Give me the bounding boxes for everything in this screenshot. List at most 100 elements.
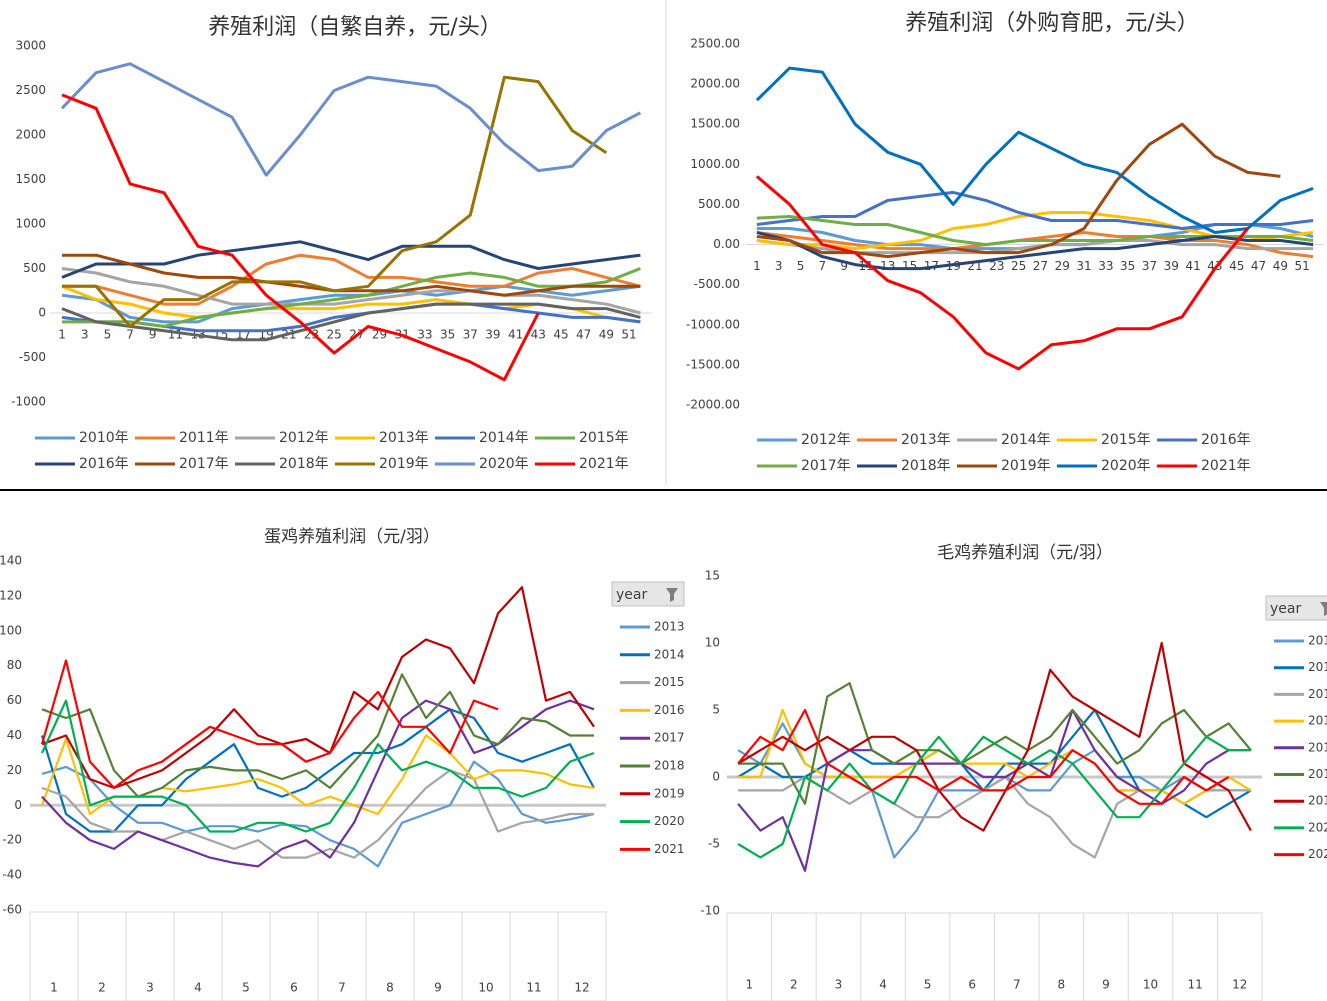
x-tick-label: 41: [508, 328, 523, 342]
series-line: [60, 62, 642, 177]
series-line: [737, 641, 1252, 832]
y-tick-label: -500.00: [694, 277, 740, 291]
y-tick-label: 1000: [15, 217, 46, 231]
y-tick-label: 1000.00: [690, 157, 740, 171]
y-tick-label: -20: [2, 833, 22, 847]
x-tick-label: 2: [98, 981, 106, 995]
legend-label: 2020: [1308, 820, 1327, 834]
y-tick-label: 1500: [15, 172, 46, 186]
x-tick-label: 6: [290, 981, 298, 995]
y-tick-label: 100: [0, 623, 22, 637]
x-tick-label: 41: [1185, 259, 1200, 273]
legend-label: 2019: [1308, 794, 1327, 808]
series-line: [62, 75, 608, 328]
series-line: [41, 760, 595, 868]
x-tick-label: 47: [1251, 259, 1266, 273]
series-line: [41, 673, 594, 798]
x-tick-label: 15: [902, 259, 917, 273]
legend-label: 2014: [1308, 660, 1327, 674]
x-tick-label: 12: [574, 981, 589, 995]
x-tick-label: 6: [968, 978, 976, 992]
y-tick-label: 500.00: [698, 197, 740, 211]
legend-label: 2015: [654, 675, 685, 689]
legend-title: year: [1270, 601, 1301, 617]
x-tick-label: 33: [417, 328, 432, 342]
x-tick-label: 9: [1102, 978, 1110, 992]
series-line: [61, 240, 641, 279]
series-line: [755, 66, 1314, 234]
legend-label: 2019年: [1001, 458, 1051, 474]
series-line: [62, 253, 641, 297]
x-tick-label: 10: [1143, 978, 1158, 992]
y-tick-label: 2000: [15, 128, 46, 142]
legend-label: 2016年: [1201, 432, 1251, 448]
y-tick-label: -40: [2, 868, 22, 882]
x-tick-label: 45: [1229, 259, 1244, 273]
legend-label: 2018年: [901, 458, 951, 474]
filter-icon: [666, 588, 678, 602]
legend-label: 2018: [1308, 767, 1327, 781]
x-tick-label: 5: [104, 328, 112, 342]
x-tick-label: 45: [553, 328, 568, 342]
x-tick-label: 1: [50, 981, 58, 995]
legend-label: 2020: [654, 814, 685, 828]
y-tick-label: -60: [2, 903, 22, 917]
x-tick-label: 27: [1033, 259, 1048, 273]
x-tick-label: 11: [1187, 978, 1202, 992]
y-tick-label: 10: [705, 636, 720, 650]
legend-label: 2014年: [1001, 432, 1051, 448]
x-tick-label: 47: [576, 328, 591, 342]
legend-label: 2010年: [79, 430, 129, 446]
y-tick-label: 60: [7, 693, 22, 707]
chart-title: 蛋鸡养殖利润（元/羽）: [264, 527, 440, 547]
y-tick-label: 15: [705, 569, 720, 583]
x-tick-label: 49: [599, 328, 614, 342]
x-tick-label: 4: [879, 978, 887, 992]
legend-label: 2012年: [279, 430, 329, 446]
series-line: [40, 734, 595, 816]
legend-label: 2012年: [801, 432, 851, 448]
x-tick-label: 35: [440, 328, 455, 342]
x-tick-label: 37: [1142, 259, 1157, 273]
x-tick-label: 1: [753, 259, 761, 273]
x-tick-label: 13: [880, 259, 895, 273]
x-tick-label: 25: [1011, 259, 1026, 273]
legend-label: 2015年: [1101, 432, 1151, 448]
x-tick-label: 31: [1076, 259, 1091, 273]
series-line: [737, 708, 1230, 805]
legend-label: 2017: [654, 731, 685, 745]
y-tick-label: -5: [708, 837, 720, 851]
y-tick-label: 1500.00: [690, 117, 740, 131]
y-tick-label: 0.00: [713, 237, 740, 251]
y-tick-label: 40: [7, 728, 22, 742]
legend-label: 2014年: [479, 430, 529, 446]
series-line: [41, 769, 594, 859]
legend-label: 2021: [1308, 847, 1327, 861]
y-tick-label: 80: [7, 658, 22, 672]
y-tick-label: 0: [38, 306, 46, 320]
y-tick-label: 500: [23, 261, 46, 275]
legend-label: 2013年: [901, 432, 951, 448]
x-tick-label: 51: [621, 328, 636, 342]
x-tick-label: 7: [819, 259, 827, 273]
series-line: [755, 175, 1249, 371]
x-tick-label: 3: [835, 978, 843, 992]
series-line: [40, 699, 595, 833]
legend-label: 2018年: [279, 456, 329, 472]
x-tick-label: 9: [434, 981, 442, 995]
x-tick-label: 8: [1058, 978, 1066, 992]
x-tick-label: 3: [775, 259, 783, 273]
y-tick-label: 3000: [15, 39, 46, 53]
x-tick-label: 9: [840, 259, 848, 273]
legend-label: 2015: [1308, 687, 1327, 701]
legend-label: 2013年: [379, 430, 429, 446]
x-tick-label: 25: [327, 328, 342, 342]
y-tick-label: 5: [712, 703, 720, 717]
series-line: [756, 231, 1314, 259]
chart-title: 毛鸡养殖利润（元/羽）: [937, 543, 1113, 563]
x-tick-label: 5: [797, 259, 805, 273]
legend-label: 2016: [654, 703, 685, 717]
x-tick-label: 2: [790, 978, 798, 992]
legend-label: 2021: [654, 842, 685, 856]
legend-header: [1265, 595, 1327, 621]
